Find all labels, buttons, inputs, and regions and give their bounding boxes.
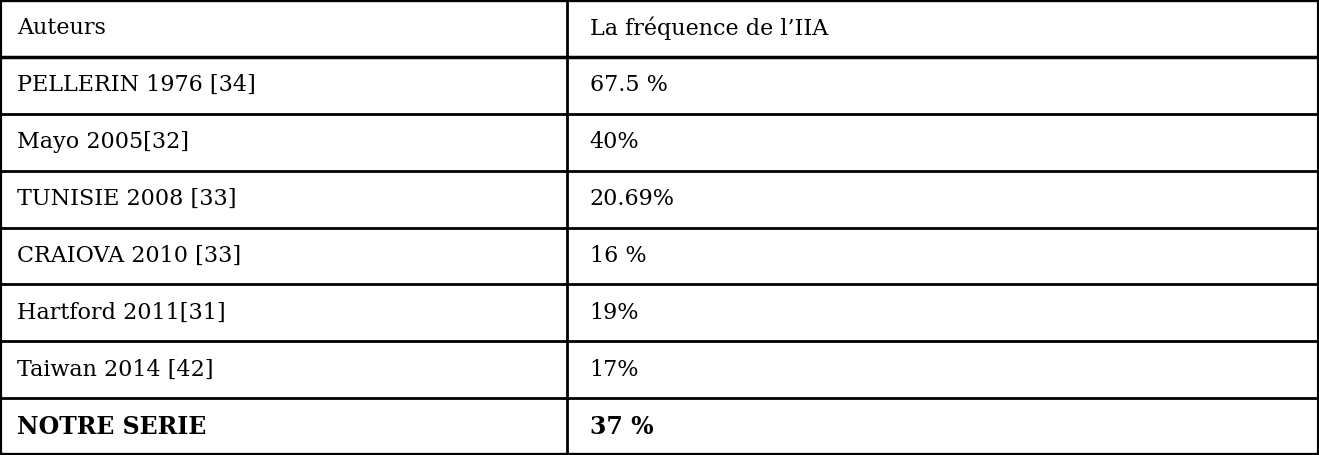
- Text: CRAIOVA 2010 [33]: CRAIOVA 2010 [33]: [17, 245, 241, 267]
- Text: 40%: 40%: [590, 131, 640, 153]
- Text: 20.69%: 20.69%: [590, 188, 675, 210]
- Text: Hartford 2011[31]: Hartford 2011[31]: [17, 302, 226, 324]
- Text: Taiwan 2014 [42]: Taiwan 2014 [42]: [17, 359, 214, 381]
- Text: 67.5 %: 67.5 %: [590, 74, 667, 96]
- Text: La fréquence de l’IIA: La fréquence de l’IIA: [590, 17, 828, 40]
- Text: 37 %: 37 %: [590, 415, 653, 439]
- Text: 16 %: 16 %: [590, 245, 646, 267]
- Text: NOTRE SERIE: NOTRE SERIE: [17, 415, 206, 439]
- Text: PELLERIN 1976 [34]: PELLERIN 1976 [34]: [17, 74, 256, 96]
- Text: Mayo 2005[32]: Mayo 2005[32]: [17, 131, 189, 153]
- Text: 19%: 19%: [590, 302, 640, 324]
- Text: TUNISIE 2008 [33]: TUNISIE 2008 [33]: [17, 188, 236, 210]
- Text: Auteurs: Auteurs: [17, 17, 106, 40]
- Text: 17%: 17%: [590, 359, 640, 381]
